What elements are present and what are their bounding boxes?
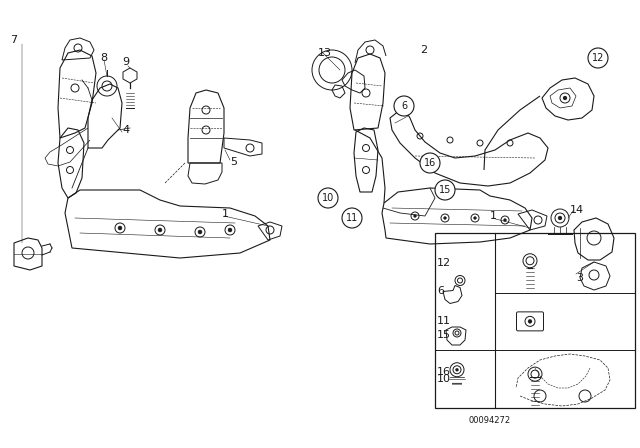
Text: 11: 11 <box>346 213 358 223</box>
Circle shape <box>504 219 506 221</box>
Text: 00094272: 00094272 <box>469 415 511 425</box>
Circle shape <box>474 216 477 220</box>
Circle shape <box>118 226 122 230</box>
Text: 10: 10 <box>322 193 334 203</box>
Circle shape <box>456 368 458 371</box>
Text: 5: 5 <box>230 157 237 167</box>
Circle shape <box>458 383 460 384</box>
Circle shape <box>420 153 440 173</box>
Text: 6: 6 <box>437 285 444 296</box>
Text: 3: 3 <box>576 273 583 283</box>
Text: 11: 11 <box>437 315 451 326</box>
Circle shape <box>563 96 567 100</box>
Circle shape <box>198 230 202 234</box>
Text: 16: 16 <box>424 158 436 168</box>
Circle shape <box>528 319 532 323</box>
Circle shape <box>228 228 232 232</box>
Circle shape <box>413 215 417 217</box>
Text: 2: 2 <box>420 45 427 55</box>
Circle shape <box>460 383 462 384</box>
Circle shape <box>558 216 562 220</box>
Text: 9: 9 <box>122 57 129 67</box>
Text: 4: 4 <box>122 125 129 135</box>
Text: 15: 15 <box>437 330 451 340</box>
Text: 16: 16 <box>437 367 451 377</box>
Circle shape <box>454 383 456 384</box>
Bar <box>435 233 635 408</box>
Circle shape <box>444 216 447 220</box>
Text: 14: 14 <box>570 205 584 215</box>
Text: 15: 15 <box>439 185 451 195</box>
Text: 6: 6 <box>401 101 407 111</box>
Circle shape <box>342 208 362 228</box>
Circle shape <box>452 383 454 384</box>
Text: 1: 1 <box>222 209 229 219</box>
Text: 8: 8 <box>100 53 107 63</box>
Circle shape <box>318 188 338 208</box>
Circle shape <box>588 48 608 68</box>
Text: 12: 12 <box>437 258 451 268</box>
Circle shape <box>456 383 458 384</box>
Text: 1: 1 <box>490 211 497 221</box>
Text: 12: 12 <box>592 53 604 63</box>
Circle shape <box>158 228 162 232</box>
Text: 10: 10 <box>437 374 451 384</box>
Circle shape <box>435 180 455 200</box>
Text: 7: 7 <box>10 35 17 45</box>
Text: 13: 13 <box>318 48 332 58</box>
Circle shape <box>394 96 414 116</box>
